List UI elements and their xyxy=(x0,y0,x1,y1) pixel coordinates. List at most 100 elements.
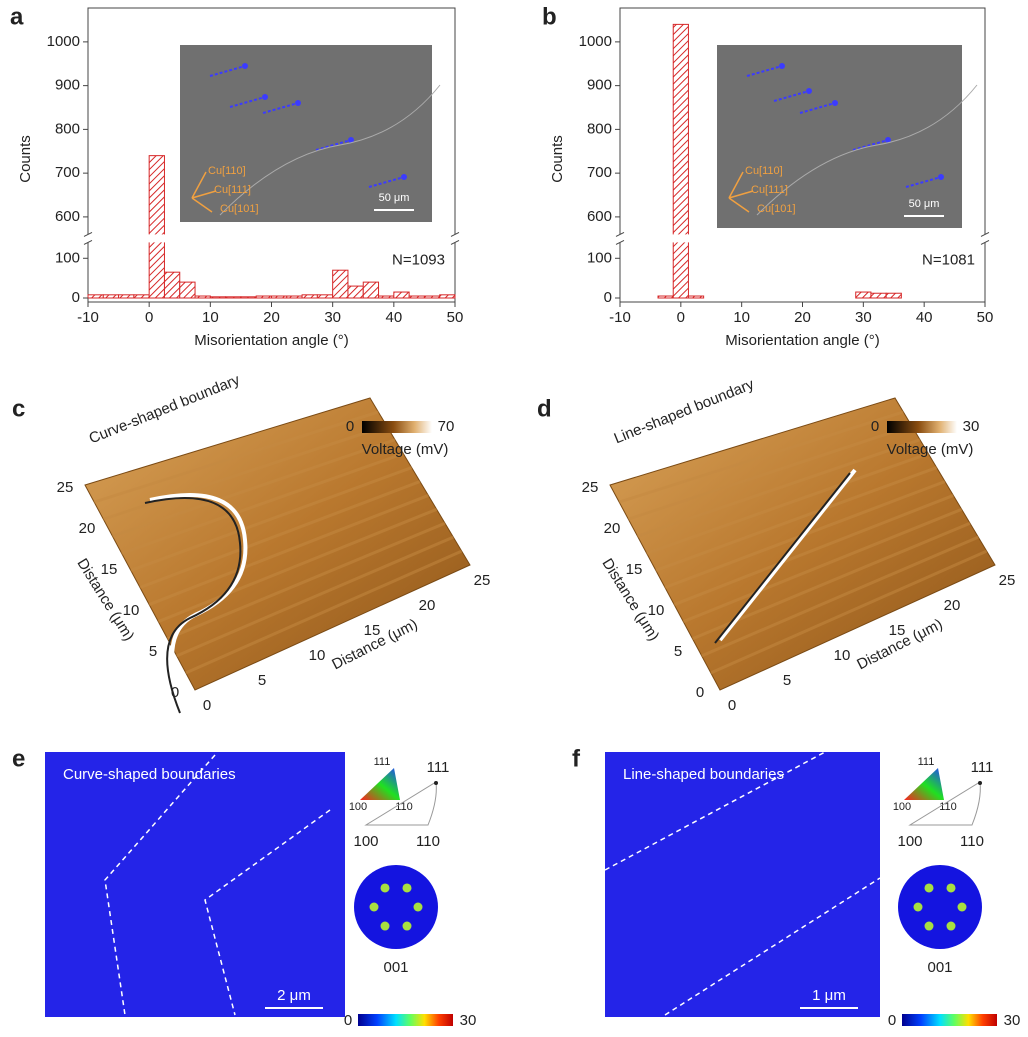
y-tick-label: 1000 xyxy=(47,33,80,50)
ipf-left: 100 xyxy=(353,833,378,850)
colorbar-min: 0 xyxy=(871,418,879,435)
y-tick-label: 20 xyxy=(79,520,96,537)
figure: a01006007008009001000-1001020304050Misor… xyxy=(0,0,1028,1032)
pole-spot xyxy=(914,903,923,912)
histogram-bar xyxy=(333,270,348,298)
pole-figure xyxy=(898,865,982,949)
x-tick-label: 10 xyxy=(834,647,851,664)
histogram-bar xyxy=(379,296,394,298)
histogram-bar xyxy=(363,282,378,298)
y-tick-label: 600 xyxy=(55,208,80,225)
histogram-bar xyxy=(226,297,241,298)
ipf-key-left: 100 xyxy=(349,801,367,813)
surface-title: Curve-shaped boundary xyxy=(87,371,243,447)
y-axis-label: Counts xyxy=(17,135,34,183)
colorbar xyxy=(887,421,957,433)
arrow-head xyxy=(938,174,944,180)
page-body: {"chart_data": [ {"type": "histogram", "… xyxy=(0,0,1028,1032)
y-tick-label: 25 xyxy=(582,479,599,496)
arrow-head xyxy=(295,100,301,106)
histogram-bar xyxy=(348,286,363,298)
x-tick-label: 20 xyxy=(794,309,811,326)
pole-spot xyxy=(958,903,967,912)
colorbar-label: Voltage (mV) xyxy=(887,441,974,458)
pole-spot xyxy=(925,922,934,931)
y-tick-label: 0 xyxy=(171,684,179,701)
histogram-bar xyxy=(688,296,703,298)
y-tick-label: 800 xyxy=(55,120,80,137)
colorbar-min: 0 xyxy=(346,418,354,435)
histogram-bar xyxy=(886,293,901,298)
map-title: Curve-shaped boundaries xyxy=(63,766,236,783)
colorbar xyxy=(362,421,432,433)
y-tick-label: 0 xyxy=(72,289,80,306)
histogram-bar xyxy=(394,292,409,298)
y-tick-label: 0 xyxy=(696,684,704,701)
colorbar-min: 0 xyxy=(888,1012,896,1029)
x-tick-label: 10 xyxy=(309,647,326,664)
panel-letter: d xyxy=(537,395,552,422)
scale-label: 50 μm xyxy=(379,192,410,204)
arrow-head xyxy=(401,174,407,180)
x-tick-label: -10 xyxy=(77,309,99,326)
y-tick-label: 5 xyxy=(674,643,682,660)
ipf-top: 111 xyxy=(971,759,994,776)
ipf-key-left: 100 xyxy=(893,801,911,813)
pole-spot xyxy=(414,903,423,912)
x-tick-label: 25 xyxy=(474,572,491,589)
page: body { margin: 0; width: 1028px; height:… xyxy=(0,0,1028,1032)
histogram-bar xyxy=(88,295,103,298)
ipf-key-right: 110 xyxy=(939,801,957,813)
pole-spot xyxy=(381,922,390,931)
scale-label: 1 μm xyxy=(812,987,846,1004)
scale-label: 2 μm xyxy=(277,987,311,1004)
ebsd-map xyxy=(605,752,880,1017)
x-tick-label: 10 xyxy=(733,309,750,326)
axis-label: Cu[101] xyxy=(220,203,259,215)
y-tick-label: 15 xyxy=(626,561,643,578)
colorbar-max: 30 xyxy=(963,418,980,435)
surface-title: Line-shaped boundary xyxy=(612,376,757,448)
annotation: N=1081 xyxy=(922,251,975,268)
histogram-bar xyxy=(272,296,287,298)
x-tick-label: 5 xyxy=(783,672,791,689)
pole-spot xyxy=(370,903,379,912)
ipf-key-top: 111 xyxy=(374,756,391,768)
pole-spot xyxy=(947,883,956,892)
x-tick-label: 30 xyxy=(324,309,341,326)
ipf-left: 100 xyxy=(897,833,922,850)
histogram-bar xyxy=(210,297,225,298)
x-tick-label: 25 xyxy=(999,572,1016,589)
panel-letter: c xyxy=(12,395,25,422)
y-tick-label: 100 xyxy=(55,249,80,266)
scale-label: 50 μm xyxy=(909,198,940,210)
colorbar-max: 30 xyxy=(1004,1012,1021,1029)
histogram-bar xyxy=(103,295,118,298)
ipf-point xyxy=(434,781,438,785)
arrow-head xyxy=(242,63,248,69)
ipf-point xyxy=(978,781,982,785)
histogram-bar xyxy=(424,296,439,298)
x-tick-label: 50 xyxy=(447,309,464,326)
histogram-bar xyxy=(134,295,149,298)
histogram-bar xyxy=(658,296,673,298)
y-tick-label: 0 xyxy=(604,289,612,306)
y-tick-label: 25 xyxy=(57,479,74,496)
y-tick-label: 20 xyxy=(604,520,621,537)
map-title: Line-shaped boundaries xyxy=(623,766,784,783)
pole-spot xyxy=(947,922,956,931)
axis-break-gap xyxy=(614,234,991,242)
histogram-bar xyxy=(317,295,332,298)
histogram-bar xyxy=(871,293,886,298)
histogram-bar xyxy=(119,295,134,298)
x-tick-label: 0 xyxy=(145,309,153,326)
axis-label: Cu[110] xyxy=(745,165,783,177)
y-tick-label: 800 xyxy=(587,120,612,137)
axis-label: Cu[111] xyxy=(214,184,251,196)
y-tick-label: 15 xyxy=(101,561,118,578)
pole-label: 001 xyxy=(927,959,952,976)
x-tick-label: 40 xyxy=(916,309,933,326)
x-tick-label: 0 xyxy=(203,697,211,714)
histogram-bar xyxy=(256,296,271,298)
ebsd-map xyxy=(45,752,345,1017)
